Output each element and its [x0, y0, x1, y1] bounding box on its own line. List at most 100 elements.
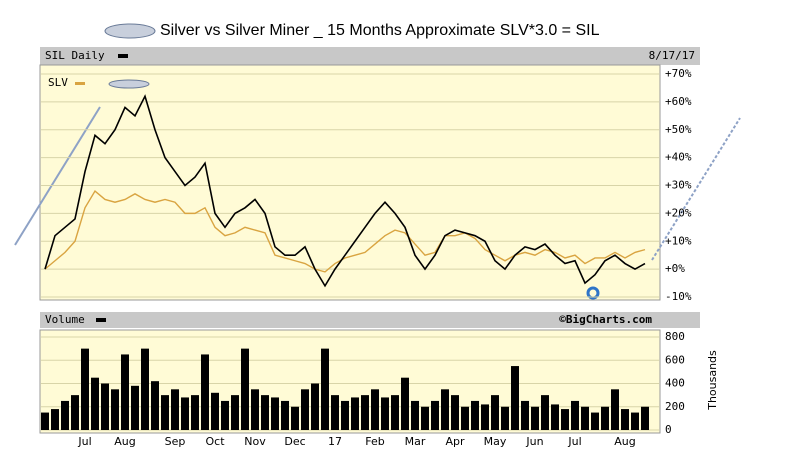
- y-tick-label: +70%: [665, 67, 692, 80]
- volume-bar: [271, 397, 279, 430]
- volume-bar: [61, 400, 69, 430]
- volume-bar: [501, 406, 509, 430]
- circle-marker: [586, 286, 600, 300]
- y-tick-label: +10%: [665, 234, 692, 247]
- x-tick-label: Mar: [405, 435, 426, 448]
- title-swatch: [96, 318, 106, 322]
- y-tick-label: +0%: [665, 262, 685, 275]
- volume-bar: [81, 348, 89, 430]
- legend-oval: [104, 23, 156, 39]
- header-bar: [40, 47, 700, 65]
- volume-bar: [391, 395, 399, 430]
- volume-bar: [321, 348, 329, 430]
- x-tick-label: Jun: [525, 435, 543, 448]
- volume-bar: [411, 400, 419, 430]
- volume-bar: [211, 392, 219, 430]
- y-tick-label: 800: [665, 330, 685, 343]
- volume-title: Volume: [45, 313, 85, 326]
- x-tick-label: Jul: [77, 435, 91, 448]
- volume-bar: [131, 385, 139, 430]
- volume-bar: [41, 412, 49, 430]
- x-tick-label: Feb: [365, 435, 384, 448]
- x-tick-label: Dec: [284, 435, 305, 448]
- y-tick-label: +50%: [665, 123, 692, 136]
- volume-bar: [581, 406, 589, 430]
- y-tick-label: +40%: [665, 151, 692, 164]
- y-tick-label: 200: [665, 400, 685, 413]
- volume-bar: [201, 354, 209, 430]
- volume-bar: [601, 406, 609, 430]
- volume-bar: [71, 395, 79, 430]
- volume-bar: [441, 389, 449, 430]
- volume-bar: [481, 404, 489, 430]
- y-tick-label: +20%: [665, 206, 692, 219]
- volume-bar: [301, 389, 309, 430]
- volume-bar: [511, 366, 519, 430]
- y-tick-label: +60%: [665, 95, 692, 108]
- y-tick-label: 0: [665, 423, 672, 436]
- volume-bar: [251, 389, 259, 430]
- title-swatch: [118, 54, 128, 58]
- y-tick-label: 400: [665, 377, 685, 390]
- volume-bar: [361, 395, 369, 430]
- volume-bar: [151, 381, 159, 430]
- volume-bar: [451, 395, 459, 430]
- volume-bar: [461, 406, 469, 430]
- x-tick-label: May: [484, 435, 507, 448]
- volume-bar: [171, 389, 179, 430]
- volume-bar: [121, 354, 129, 430]
- volume-bar: [521, 400, 529, 430]
- x-tick-label: Nov: [244, 435, 266, 448]
- x-tick-label: Oct: [205, 435, 225, 448]
- y-axis-label: Thousands: [706, 350, 719, 411]
- volume-bar: [641, 406, 649, 430]
- volume-bar: [631, 412, 639, 430]
- volume-bar: [261, 395, 269, 430]
- volume-bar: [541, 395, 549, 430]
- volume-bar: [111, 389, 119, 430]
- volume-bar: [591, 412, 599, 430]
- volume-bar: [421, 406, 429, 430]
- volume-bar: [51, 409, 59, 430]
- volume-bar: [331, 395, 339, 430]
- y-tick-label: 600: [665, 353, 685, 366]
- date: 8/17/17: [649, 49, 695, 62]
- volume-bar: [561, 409, 569, 430]
- x-tick-label: Aug: [614, 435, 635, 448]
- volume-bar: [291, 406, 299, 430]
- volume-bar: [341, 400, 349, 430]
- volume-bar: [611, 389, 619, 430]
- volume-bar: [141, 348, 149, 430]
- x-tick-label: Aug: [114, 435, 135, 448]
- volume-bar: [231, 395, 239, 430]
- arrow: [651, 117, 741, 261]
- x-tick-label: Jul: [567, 435, 581, 448]
- y-tick-label: +30%: [665, 179, 692, 192]
- volume-bar: [101, 383, 109, 430]
- volume-bar: [221, 400, 229, 430]
- volume-bar: [401, 377, 409, 430]
- source: ©BigCharts.com: [559, 313, 652, 326]
- volume-bar: [181, 397, 189, 430]
- series-line: [44, 94, 646, 288]
- volume-bar: [471, 400, 479, 430]
- volume-bar: [571, 400, 579, 430]
- volume-bar: [621, 409, 629, 430]
- volume-bar: [381, 397, 389, 430]
- volume-bar: [351, 397, 359, 430]
- volume-bar: [371, 389, 379, 430]
- volume-bar: [311, 383, 319, 430]
- y-tick-label: -10%: [665, 290, 692, 303]
- volume-bar: [551, 404, 559, 430]
- legend-label: SLV: [48, 76, 68, 89]
- x-tick-label: Apr: [445, 435, 465, 448]
- volume-bar: [491, 395, 499, 430]
- plot-area: [39, 64, 661, 301]
- x-tick-label: Sep: [165, 435, 186, 448]
- volume-bar: [161, 395, 169, 430]
- header-bar: [40, 312, 700, 328]
- volume-bar: [91, 377, 99, 430]
- volume-bar: [431, 400, 439, 430]
- x-tick-label: 17: [328, 435, 342, 448]
